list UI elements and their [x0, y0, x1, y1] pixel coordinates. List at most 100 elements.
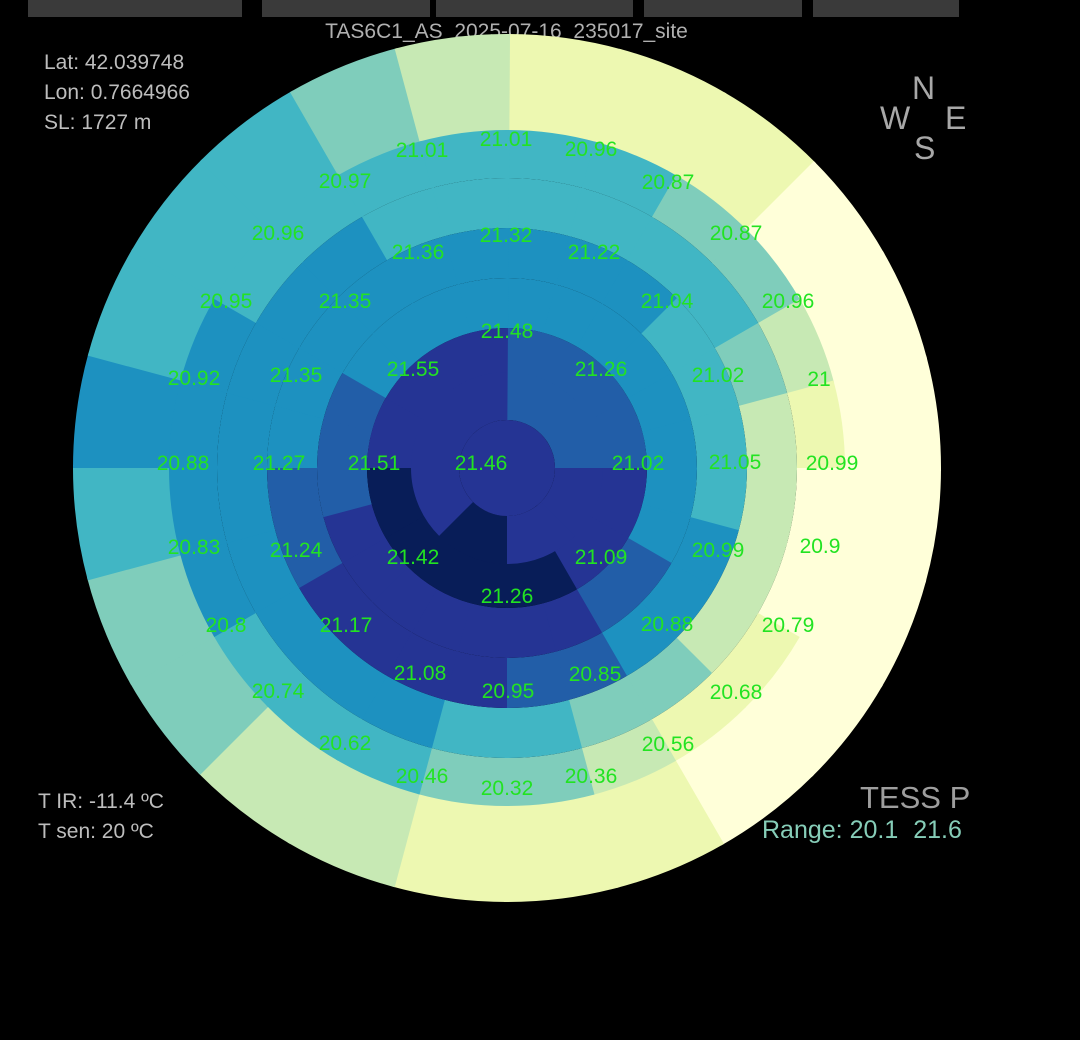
compass-east: E — [945, 100, 967, 136]
tab-5[interactable] — [813, 0, 959, 17]
tab-1[interactable] — [28, 0, 242, 17]
value-label: 21.42 — [387, 546, 440, 569]
value-label: 21.01 — [480, 128, 533, 151]
map-cell — [628, 373, 691, 433]
map-cell — [625, 637, 713, 721]
map-cell — [602, 260, 678, 335]
value-label: 20.88 — [157, 452, 210, 475]
map-cell — [443, 651, 507, 708]
compass-north: N — [912, 70, 936, 106]
map-cell — [457, 278, 509, 333]
map-cell — [714, 530, 788, 615]
tab-2[interactable] — [262, 0, 430, 17]
map-cell — [554, 632, 627, 701]
map-cell — [569, 187, 654, 261]
map-cell — [642, 418, 697, 470]
map-cell — [507, 278, 558, 334]
value-label: 21.17 — [320, 614, 373, 637]
value-label: 20.74 — [252, 680, 305, 703]
map-cell — [505, 651, 570, 708]
map-cell — [444, 228, 509, 285]
map-cell — [507, 372, 576, 435]
value-label: 20.79 — [762, 614, 815, 637]
map-cell — [738, 468, 797, 546]
value-label: 21.26 — [575, 358, 628, 381]
map-labels: 21.46 21.48 21.26 21.02 21.09 21.26 21.42 21.51… — [157, 128, 859, 800]
value-label: 20.46 — [396, 765, 449, 788]
value-label: 21.22 — [568, 241, 621, 264]
map-cell — [335, 718, 432, 795]
map-cell — [507, 228, 571, 285]
map-cell — [640, 563, 715, 639]
value-label: 21.02 — [692, 364, 745, 387]
value-label: 20.99 — [806, 452, 859, 475]
value-label: 20.36 — [565, 765, 618, 788]
value-label: 21.35 — [319, 290, 372, 313]
value-label: 20.68 — [710, 681, 763, 704]
map-cell — [429, 699, 507, 758]
map-cell — [504, 748, 595, 806]
compass-west: W — [880, 100, 911, 136]
sea-level: SL: 1727 m — [44, 111, 152, 134]
value-label: 20.8 — [206, 614, 247, 637]
map-cell — [431, 178, 510, 237]
map-cell — [419, 130, 510, 188]
map-cell — [342, 332, 409, 398]
value-label: 21.05 — [709, 451, 762, 474]
map-cell — [410, 588, 471, 652]
map-cell — [582, 141, 679, 218]
latitude: Lat: 42.039748 — [44, 51, 185, 74]
map-cell — [73, 464, 189, 581]
value-label: 21.02 — [612, 452, 665, 475]
value-label: 20.96 — [762, 290, 815, 313]
map-cell — [540, 400, 603, 469]
map-cell — [504, 699, 583, 758]
value-label: 20.97 — [319, 170, 372, 193]
map-cell — [710, 613, 800, 709]
map-cell — [179, 541, 256, 637]
map-cell — [274, 515, 343, 588]
map-cell — [712, 228, 801, 325]
value-label: 20.87 — [642, 171, 695, 194]
value-label: 21.27 — [253, 452, 306, 475]
map-cell — [255, 261, 339, 348]
map-cell — [267, 466, 324, 531]
map-cell — [213, 611, 302, 708]
map-cell — [338, 140, 434, 217]
map-cell — [627, 504, 691, 565]
map-cell — [438, 501, 507, 564]
value-label: 20.88 — [641, 613, 694, 636]
map-cell — [552, 514, 629, 590]
map-cell — [323, 503, 386, 563]
map-cell — [605, 538, 672, 604]
value-label: 20.95 — [200, 290, 253, 313]
map-rings — [73, 34, 941, 902]
map-cell — [411, 467, 474, 536]
map-cell — [298, 561, 373, 638]
map-cell — [507, 130, 597, 189]
map-cell — [540, 468, 603, 537]
value-label: 21.51 — [348, 452, 401, 475]
map-cell — [507, 34, 623, 150]
value-label: 21.24 — [270, 539, 323, 562]
longitude: Lon: 0.7664966 — [44, 81, 190, 104]
map-cell — [437, 328, 508, 389]
map-cell — [627, 216, 714, 300]
map-cell — [73, 352, 189, 468]
map-cell — [87, 551, 222, 685]
tab-4[interactable] — [644, 0, 802, 17]
map-cell — [675, 588, 759, 675]
tab-3[interactable] — [436, 0, 633, 17]
value-label: 20.56 — [642, 733, 695, 756]
map-cell — [254, 586, 338, 674]
map-cell — [676, 262, 760, 350]
map-cell — [317, 417, 373, 468]
value-label: 21.48 — [481, 320, 534, 343]
map-cell — [580, 719, 676, 796]
map-cell — [367, 467, 428, 538]
map-cell — [417, 747, 507, 806]
map-cell — [714, 323, 788, 408]
map-cell — [459, 420, 555, 516]
value-label: 21.36 — [392, 241, 445, 264]
